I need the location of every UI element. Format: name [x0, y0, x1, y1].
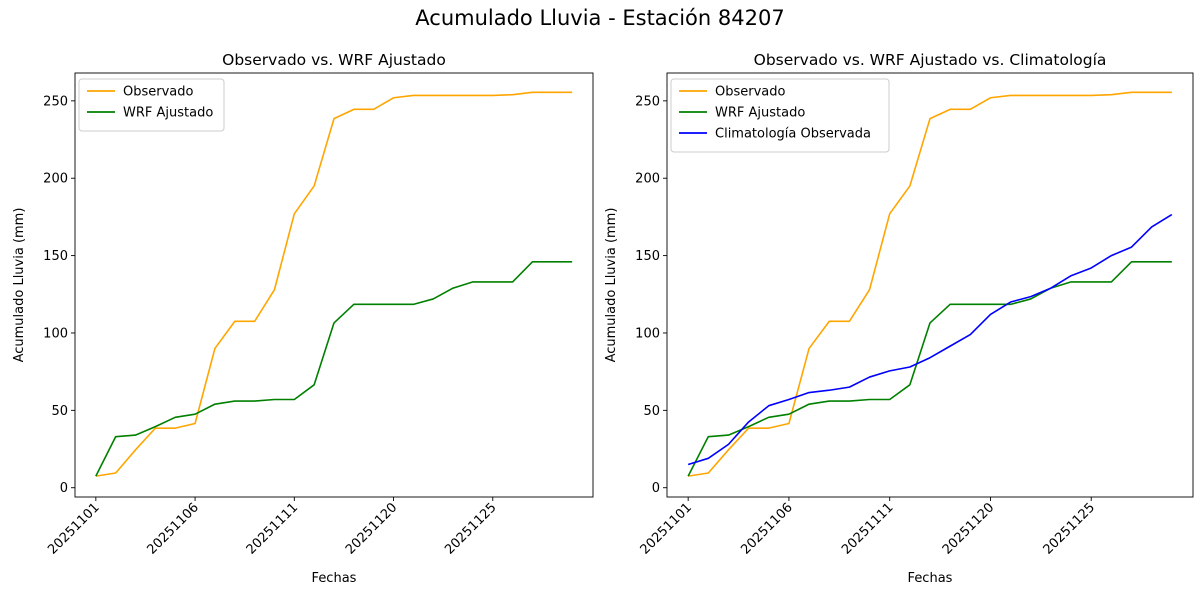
x-axis-label: Fechas	[908, 571, 953, 586]
legend-label-1: WRF Ajustado	[715, 106, 805, 121]
legend: Observado WRF Ajustado	[78, 78, 225, 132]
y-tick-label: 50	[51, 404, 68, 419]
y-tick-label: 200	[43, 172, 68, 187]
series-line-1	[95, 260, 573, 477]
legend-label-1: WRF Ajustado	[123, 106, 213, 121]
y-tick-label: 150	[43, 249, 68, 264]
x-tick-label: 20251125	[1041, 500, 1098, 557]
chart-panel-right: 0 50 100 150 200 250 20251101 20251106 20251111 2…	[604, 51, 1194, 586]
y-tick-label: 150	[635, 249, 660, 264]
x-tick-label: 20251101	[638, 500, 695, 557]
figure-title: Acumulado Lluvia - Estación 84207	[415, 6, 785, 30]
y-tick-label: 250	[635, 94, 660, 109]
y-tick-label: 100	[43, 326, 68, 341]
series-line-1	[687, 260, 1172, 477]
x-tick-label: 20251125	[442, 500, 499, 557]
y-axis-label: Acumulado Lluvia (mm)	[12, 208, 27, 363]
subplot-title: Observado vs. WRF Ajustado vs. Climatolo…	[754, 51, 1107, 69]
legend-label-2: Climatología Observada	[715, 127, 871, 142]
y-tick-label: 50	[643, 404, 660, 419]
y-tick-label: 0	[60, 481, 68, 496]
axes-frame	[74, 72, 594, 498]
y-tick-label: 100	[635, 326, 660, 341]
legend-box	[78, 78, 225, 132]
series-line-2	[687, 213, 1173, 466]
y-axis-label: Acumulado Lluvia (mm)	[604, 208, 619, 363]
x-tick-label: 20251120	[940, 500, 997, 557]
y-tick-label: 250	[43, 94, 68, 109]
y-tick-label: 0	[652, 481, 660, 496]
x-tick-label: 20251101	[45, 500, 102, 557]
series-line-0	[95, 91, 573, 477]
x-axis-label: Fechas	[312, 571, 357, 586]
x-tick-label: 20251120	[343, 500, 400, 557]
x-tick-label: 20251111	[244, 500, 301, 557]
chart-panel-left: 0 50 100 150 200 250 20251101 20251106 20251111 2…	[12, 51, 594, 586]
legend-label-0: Observado	[715, 85, 786, 100]
axes-frame	[666, 72, 1194, 498]
legend: Observado WRF Ajustado Climatología Observ…	[670, 78, 890, 153]
y-tick-label: 200	[635, 172, 660, 187]
legend-label-0: Observado	[123, 85, 194, 100]
legend-box	[670, 78, 890, 153]
x-tick-label: 20251106	[145, 500, 202, 557]
subplot-title: Observado vs. WRF Ajustado	[222, 51, 446, 69]
x-tick-label: 20251106	[738, 500, 795, 557]
series-line-0	[688, 91, 1172, 477]
x-tick-label: 20251111	[839, 500, 896, 557]
